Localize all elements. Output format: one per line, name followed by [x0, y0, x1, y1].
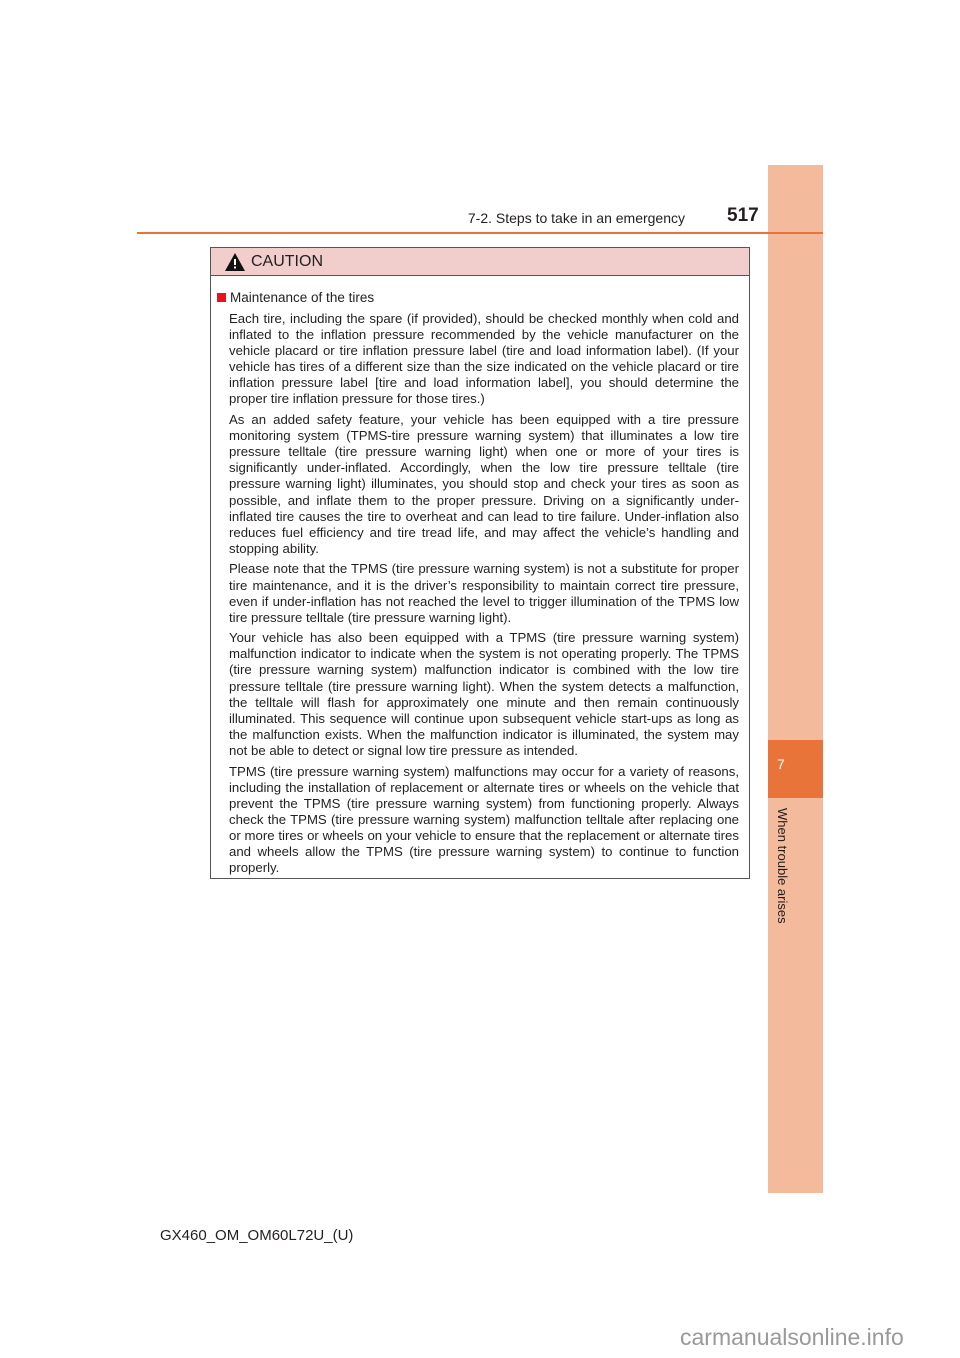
section-title: 7-2. Steps to take in an emergency — [467, 210, 685, 226]
caution-label: CAUTION — [251, 252, 323, 270]
paragraph: TPMS (tire pressure warning system) malf… — [229, 763, 739, 876]
paragraph: Your vehicle has also been equipped with… — [229, 630, 739, 758]
caution-body: Each tire, including the spare (if provi… — [229, 311, 739, 881]
chapter-tab[interactable]: 7 — [768, 740, 823, 798]
watermark: carmanualsonline.info — [680, 1324, 904, 1350]
page-number: 517 — [727, 205, 759, 226]
document-code: GX460_OM_OM60L72U_(U) — [160, 1227, 354, 1244]
chapter-title: When trouble arises — [775, 808, 790, 924]
item-title-text: Maintenance of the tires — [230, 290, 375, 305]
warning-triangle-icon — [225, 252, 245, 271]
header-divider — [137, 232, 823, 234]
paragraph: Each tire, including the spare (if provi… — [229, 311, 739, 407]
paragraph: As an added safety feature, your vehicle… — [229, 412, 739, 556]
paragraph: Please note that the TPMS (tire pressure… — [229, 561, 739, 625]
caution-box: CAUTION Maintenance of the tires Each ti… — [210, 247, 750, 879]
chapter-number: 7 — [777, 756, 785, 772]
bullet-square-icon — [217, 293, 226, 302]
caution-header: CAUTION — [211, 248, 749, 276]
chapter-sidebar — [768, 165, 823, 1193]
item-title: Maintenance of the tires — [217, 290, 374, 305]
